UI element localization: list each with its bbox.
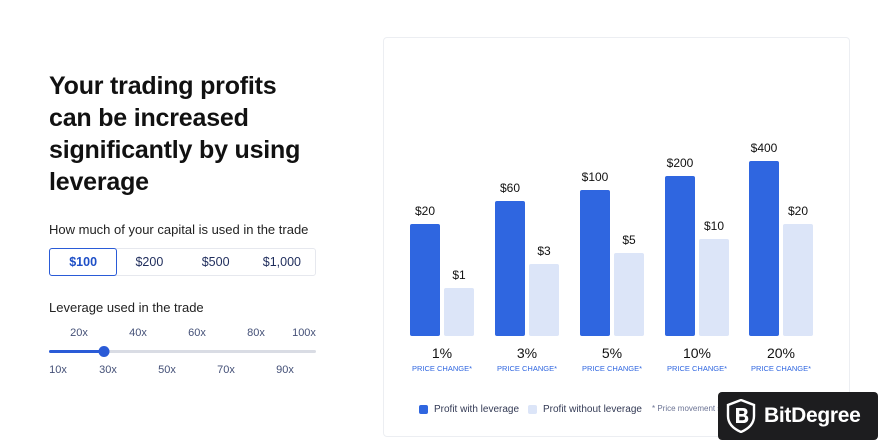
capital-option-200[interactable]: $200 [135,255,164,269]
data-label-without-leverage: $20 [788,204,808,218]
leverage-slider-fill [49,350,104,353]
category-sublabel: PRICE CHANGE* [582,364,642,373]
leverage-tick-40x: 40x [129,327,147,339]
headline-line: leverage [49,168,149,196]
headline-block: Your trading profits can be increased si… [49,70,329,198]
category-sublabel: PRICE CHANGE* [751,364,811,373]
leverage-tick-80x: 80x [247,327,265,339]
leverage-slider-thumb[interactable] [98,346,110,357]
legend-swatch-with-leverage [419,405,428,414]
category-sublabel: PRICE CHANGE* [497,364,557,373]
bar-without-leverage [444,288,474,336]
legend-swatch-without-leverage [528,405,537,414]
category-label: 3% [517,345,537,361]
leverage-tick-70x: 70x [217,364,235,376]
shield-b-logo-icon [726,399,756,433]
headline-line: significantly by using [49,136,301,164]
leverage-tick-30x: 30x [99,364,117,376]
capital-option-100[interactable]: $100 [49,248,118,276]
capital-option-1000[interactable]: $1,000 [262,255,301,269]
bar-without-leverage [699,239,729,336]
headline-line: can be increased [49,104,249,132]
data-label-with-leverage: $20 [415,204,435,218]
brand-name: BitDegree [764,404,861,427]
leverage-label: Leverage used in the trade [49,300,204,315]
data-label-with-leverage: $100 [582,170,609,184]
data-label-without-leverage: $3 [537,244,551,258]
legend-without-leverage: Profit without leverage [528,404,642,415]
footnote: * Price movement si [652,404,724,413]
capital-question-label: How much of your capital is used in the … [49,222,309,237]
leverage-tick-90x: 90x [276,364,294,376]
bar-without-leverage [529,264,559,336]
bar-without-leverage [783,224,813,336]
bar-with-leverage [749,161,779,336]
legend-label-without-leverage: Profit without leverage [543,404,642,415]
data-label-with-leverage: $200 [667,156,694,170]
category-label: 5% [602,345,622,361]
bar-without-leverage [614,253,644,336]
category-label: 10% [683,345,711,361]
capital-option-500[interactable]: $500 [201,255,230,269]
capital-selector: $100 $200 $500 $1,000 [49,248,316,276]
leverage-tick-60x: 60x [188,327,206,339]
category-sublabel: PRICE CHANGE* [412,364,472,373]
data-label-without-leverage: $1 [452,268,466,282]
bar-with-leverage [580,190,610,336]
leverage-slider-track[interactable] [49,350,316,353]
legend-label-with-leverage: Profit with leverage [434,404,520,415]
headline-line: Your trading profits [49,72,277,100]
data-label-without-leverage: $5 [622,233,636,247]
leverage-tick-100x: 100x [292,327,316,339]
bar-with-leverage [495,201,525,336]
data-label-without-leverage: $10 [704,219,724,233]
data-label-with-leverage: $60 [500,181,520,195]
leverage-tick-20x: 20x [70,327,88,339]
category-sublabel: PRICE CHANGE* [667,364,727,373]
category-label: 1% [432,345,452,361]
legend-with-leverage: Profit with leverage [419,404,519,415]
leverage-tick-10x: 10x [49,364,67,376]
category-label: 20% [767,345,795,361]
data-label-with-leverage: $400 [751,141,778,155]
bar-with-leverage [665,176,695,336]
bitdegree-badge: BitDegree [718,392,878,440]
bar-with-leverage [410,224,440,336]
leverage-tick-50x: 50x [158,364,176,376]
